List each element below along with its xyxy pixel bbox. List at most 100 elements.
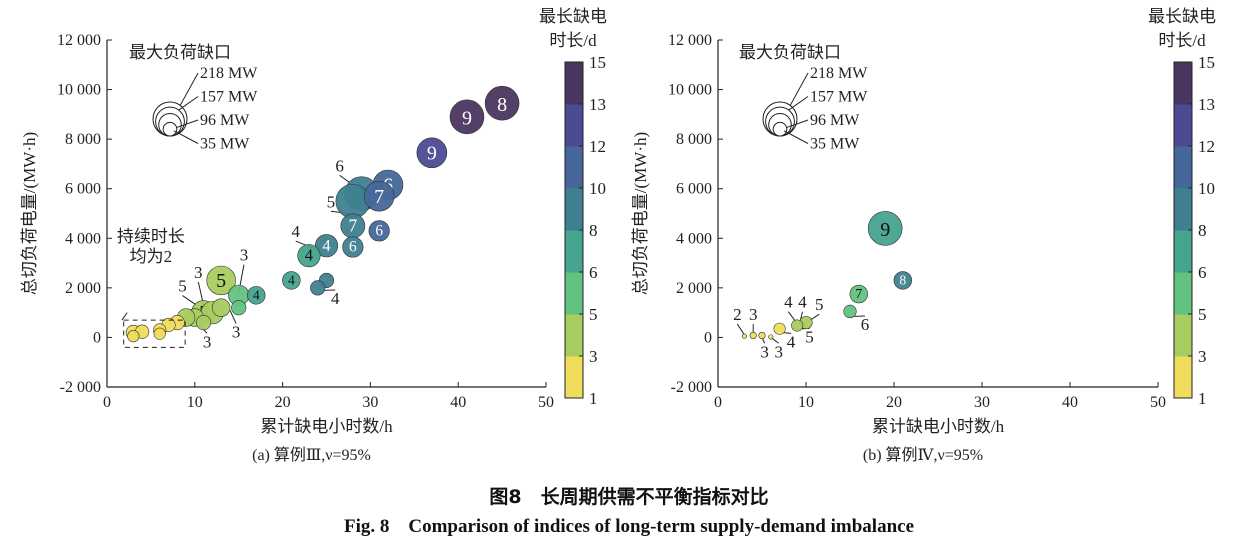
size-legend-leader: [783, 130, 809, 144]
annotation-label: 3: [194, 263, 203, 282]
annotation-label: 3: [774, 342, 783, 361]
data-point: [342, 236, 364, 258]
data-point: [153, 327, 166, 340]
y-tick-label: 6 000: [676, 181, 712, 198]
data-point: [211, 298, 231, 317]
colorbar-band: [1174, 62, 1192, 105]
data-point: [773, 322, 786, 335]
size-legend-leader: [786, 119, 809, 128]
size-legend-leader: [176, 119, 199, 128]
y-tick-label: 10 000: [668, 82, 712, 99]
size-legend-leader: [179, 72, 199, 106]
colorbar-tick-label: 13: [1198, 95, 1215, 114]
y-axis-label: 总切负荷电量/(MW·h): [631, 132, 650, 295]
y-tick-label: -2 000: [60, 379, 101, 396]
annotation-label: 4: [787, 332, 796, 351]
panel-subtitle: (b) 算例Ⅳ,ν=95%: [863, 445, 983, 464]
colorbar-band: [1174, 104, 1192, 147]
size-legend-leader: [173, 130, 199, 144]
annotation-leader: [182, 295, 197, 306]
colorbar-tick-label: 8: [589, 221, 598, 240]
colorbar-tick-label: 1: [589, 389, 598, 408]
data-point: [297, 244, 321, 268]
colorbar-band: [565, 62, 583, 105]
colorbar-tick-label: 3: [1198, 347, 1207, 366]
data-point: [867, 211, 903, 246]
data-point-label: 8: [899, 272, 906, 287]
size-legend-leader: [178, 96, 199, 111]
annotation-label: 3: [749, 305, 758, 324]
colorbar-title-line2: 时长/d: [1158, 31, 1206, 50]
x-tick-label: 50: [1150, 394, 1166, 411]
data-point: [368, 220, 390, 242]
size-legend-leader: [789, 72, 809, 106]
x-axis-label: 累计缺电小时数/h: [872, 417, 1005, 436]
data-point: [127, 330, 140, 343]
data-point: [206, 265, 236, 296]
colorbar-band: [1174, 230, 1192, 273]
colorbar-band: [565, 188, 583, 231]
y-tick-label: 8 000: [65, 131, 101, 148]
colorbar-band: [565, 314, 583, 357]
x-tick-label: 50: [538, 394, 554, 411]
y-tick-label: 12 000: [668, 32, 712, 49]
colorbar-tick-label: 12: [589, 137, 606, 156]
data-point-label: 8: [497, 94, 507, 116]
y-tick-label: 12 000: [57, 32, 101, 49]
colorbar-band: [1174, 272, 1192, 315]
colorbar-tick-label: 5: [589, 305, 598, 324]
y-tick-label: 6 000: [65, 181, 101, 198]
data-point: [791, 319, 804, 332]
colorbar-band: [1174, 188, 1192, 231]
annotation-leader: [229, 309, 237, 324]
annotation-label: 5: [805, 327, 814, 346]
colorbar-band: [1174, 314, 1192, 357]
colorbar-tick-label: 6: [589, 263, 598, 282]
note-line2: 均为2: [130, 247, 173, 266]
x-tick-label: 40: [450, 394, 466, 411]
data-point: [247, 286, 266, 305]
data-point: [310, 280, 326, 296]
colorbar-band: [565, 104, 583, 147]
colorbar-tick-label: 15: [589, 53, 606, 72]
annotation-leader: [810, 313, 820, 321]
x-tick-label: 30: [362, 394, 378, 411]
data-point-label: 4: [288, 272, 295, 287]
annotation-label: 4: [784, 293, 793, 312]
size-legend-label: 218 MW: [810, 65, 868, 82]
y-tick-label: 4 000: [65, 230, 101, 247]
colorbar-tick-label: 3: [589, 347, 598, 366]
colorbar-title-line1: 最长缺电: [1148, 7, 1216, 26]
data-point: [768, 334, 774, 340]
data-point: [363, 180, 395, 212]
data-point: [196, 314, 212, 331]
annotation-label: 5: [327, 192, 336, 211]
data-point: [741, 333, 748, 339]
colorbar-tick-label: 10: [1198, 179, 1215, 198]
figure-caption-cn: 图8 长周期供需不平衡指标对比: [489, 486, 769, 508]
size-legend-label: 35 MW: [810, 136, 860, 153]
annotation-label: 5: [178, 277, 187, 296]
data-point-label: 6: [375, 222, 383, 239]
panel-subtitle: (a) 算例Ⅲ,ν=95%: [252, 445, 371, 464]
colorbar-tick-label: 12: [1198, 137, 1215, 156]
dashed-group-box: [123, 319, 186, 348]
x-tick-label: 30: [974, 394, 990, 411]
data-point-label: 4: [253, 287, 260, 302]
data-point-label: 5: [216, 270, 226, 292]
size-legend-label: 96 MW: [810, 112, 860, 129]
data-point: [758, 331, 766, 339]
data-point-label: 4: [322, 236, 330, 255]
colorbar-band: [565, 230, 583, 273]
size-legend-label: 218 MW: [200, 65, 258, 82]
data-point: [231, 300, 247, 316]
note-line1: 持续时长: [117, 227, 185, 246]
size-legend-label: 96 MW: [200, 112, 250, 129]
figure-caption-en: Fig. 8 Comparison of indices of long-ter…: [343, 516, 915, 537]
data-point-label: 7: [855, 286, 862, 301]
data-point: [893, 271, 913, 290]
colorbar-band: [565, 356, 583, 399]
colorbar-tick-label: 15: [1198, 53, 1215, 72]
